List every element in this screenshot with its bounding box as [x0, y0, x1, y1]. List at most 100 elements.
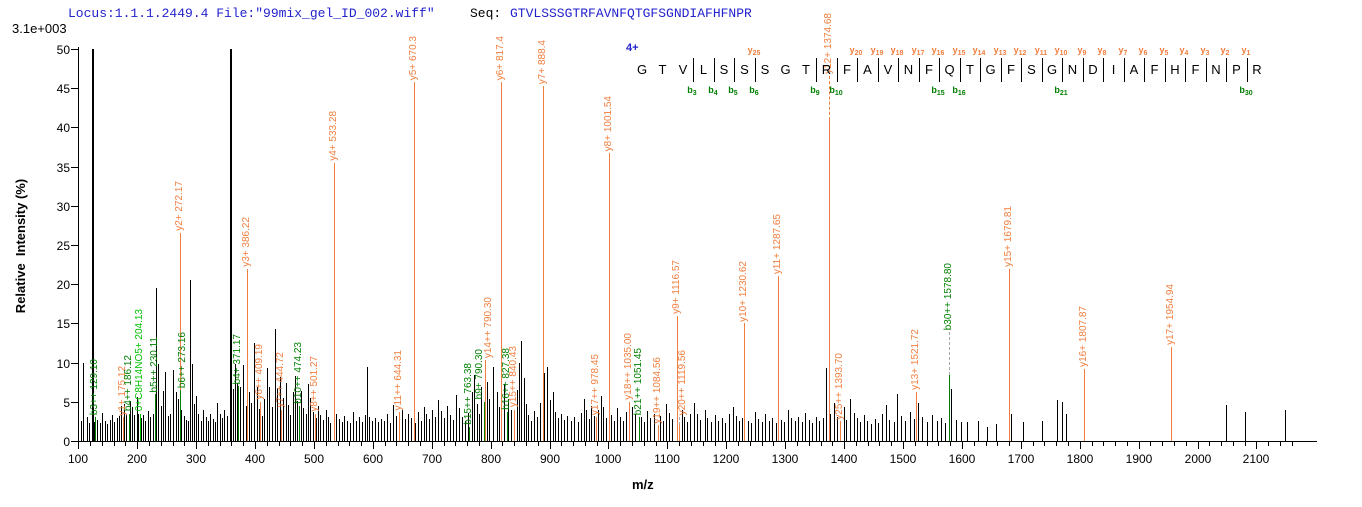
x-axis-minor-tick: [1127, 442, 1128, 446]
peak-label: b6++ 273.16: [177, 331, 188, 389]
sequence-residue: N: [1211, 62, 1221, 77]
peak: [1062, 401, 1063, 441]
sequence-residue: A: [1129, 62, 1139, 77]
peak: [145, 421, 146, 441]
peak: [886, 404, 887, 441]
peak: [617, 408, 618, 441]
b-ion-label: b15: [931, 85, 945, 97]
x-tick-label: 2000: [1184, 452, 1212, 466]
peak: [235, 364, 236, 441]
peak: [477, 404, 478, 441]
x-axis-minor-tick: [184, 442, 185, 446]
peak: [508, 398, 509, 441]
peak: [672, 419, 673, 441]
peak: [914, 419, 915, 441]
peak: [318, 405, 319, 441]
y-ion-label: y4: [1179, 45, 1189, 57]
peak: [650, 418, 651, 441]
x-axis-minor-tick: [927, 442, 928, 446]
x-axis-minor-tick: [279, 442, 280, 446]
peak: [259, 408, 260, 441]
y-axis-tick: [71, 245, 78, 246]
peak: [860, 422, 861, 441]
peak: [700, 419, 701, 441]
peak: [553, 392, 554, 441]
peak: [137, 397, 138, 441]
peak: [306, 414, 307, 441]
fragmentation-divider: [980, 58, 981, 82]
x-tick-label: 1100: [654, 452, 680, 466]
x-axis-minor-tick: [1268, 442, 1269, 446]
fragmentation-divider: [1062, 58, 1063, 82]
peak: [718, 420, 719, 441]
peak: [336, 413, 337, 441]
x-axis-minor-tick: [879, 442, 880, 446]
peak: [356, 421, 357, 441]
x-axis-line: [78, 441, 1317, 442]
x-axis-minor-tick: [114, 442, 115, 446]
y-axis-tick: [71, 127, 78, 128]
sequence-residue: F: [1150, 62, 1159, 77]
peak: [465, 421, 466, 441]
peak: [626, 411, 627, 441]
x-axis-minor-tick: [220, 442, 221, 446]
y-ion-label: y15: [952, 45, 966, 57]
peak: [987, 426, 988, 441]
x-tick-label: 1000: [594, 452, 622, 466]
peak-label: y15+ 1679.81: [1003, 205, 1014, 267]
y-tick-label: 0: [63, 435, 70, 449]
peak: [138, 413, 139, 441]
x-axis-minor-tick: [1162, 442, 1163, 446]
peak: [275, 328, 276, 441]
x-axis-tick: [255, 442, 256, 449]
y-ion-label: y7: [1118, 45, 1128, 57]
peak: [715, 415, 716, 441]
peak: [1226, 404, 1227, 441]
peak: [188, 421, 189, 441]
peak-label: b10++ 474.23: [293, 342, 304, 404]
peak: [308, 383, 309, 441]
x-axis-tick: [78, 442, 79, 449]
fragmentation-divider: [1021, 58, 1022, 82]
x-axis-tick: [1256, 442, 1257, 449]
peak: [462, 416, 463, 441]
peak: [598, 409, 599, 441]
peak: [589, 419, 590, 441]
sequence-residue: H: [1170, 62, 1180, 77]
peak: [372, 420, 373, 441]
sequence-residue: F: [925, 62, 933, 77]
y-tick-label: 30: [56, 200, 70, 214]
annotated-peak: [484, 401, 485, 441]
y-tick-label: 10: [56, 357, 70, 371]
peak: [682, 410, 683, 441]
peak: [1057, 400, 1058, 441]
annotated-peak: [658, 425, 659, 441]
peak: [474, 375, 475, 441]
peak: [210, 414, 211, 441]
peak: [206, 416, 207, 441]
x-axis-minor-tick: [585, 442, 586, 446]
x-axis-minor-tick: [561, 442, 562, 446]
sequence-residue: R: [821, 62, 832, 77]
peak-label: b5++ 230.11: [149, 336, 160, 392]
peak: [456, 394, 457, 441]
x-axis-minor-tick: [231, 442, 232, 446]
peak: [170, 414, 171, 441]
peak: [918, 402, 919, 441]
peak: [384, 421, 385, 441]
peak-label: y25++ 1393.70: [834, 352, 845, 420]
peak: [669, 412, 670, 441]
locus-file-label: Locus:1.1.1.2449.4 File:"99mix_gel_ID_00…: [68, 6, 435, 21]
annotated-peak: [744, 323, 745, 441]
x-axis-minor-tick: [479, 442, 480, 446]
peak: [581, 412, 582, 441]
x-axis-minor-tick: [90, 442, 91, 446]
x-axis-minor-tick: [1150, 442, 1151, 446]
x-axis-minor-tick: [349, 442, 350, 446]
x-axis-minor-tick: [715, 442, 716, 446]
annotated-peak: [609, 153, 610, 441]
peak: [528, 415, 529, 441]
peak: [1066, 414, 1067, 441]
x-axis-minor-tick: [361, 442, 362, 446]
